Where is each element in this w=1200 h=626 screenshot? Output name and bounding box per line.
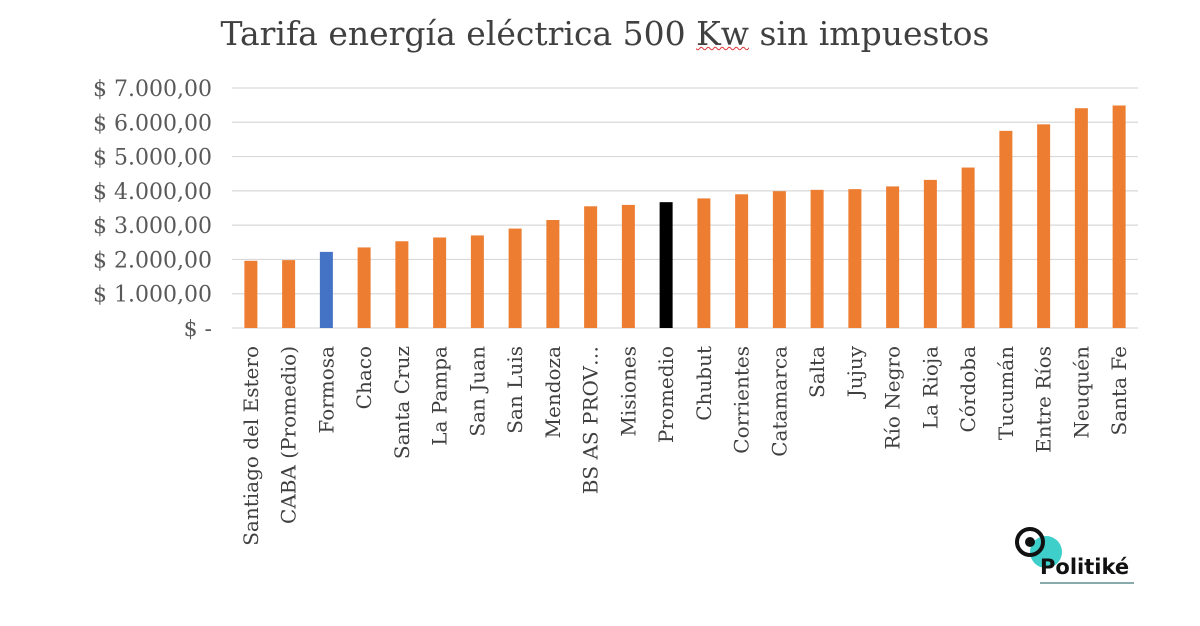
x-tick-label: La Rioja: [918, 346, 942, 429]
x-tick-label: Chaco: [352, 346, 376, 409]
x-tick-label: Chubut: [692, 346, 716, 421]
bar-san-juan: [470, 235, 484, 328]
x-tick-label: Catamarca: [767, 346, 791, 457]
y-tick-label: $ 4.000,00: [93, 180, 212, 205]
bar-corrientes: [735, 194, 749, 328]
bar-caba-promedio-: [282, 260, 296, 328]
politike-logo: Politiké: [1012, 522, 1142, 592]
x-tick-label: Santa Fe: [1107, 346, 1131, 435]
y-tick-label: $ 6.000,00: [93, 111, 212, 136]
x-tick-label: Misiones: [616, 346, 640, 437]
x-tick-label: CABA (Promedio): [277, 346, 301, 524]
bar-entre-r-os: [1037, 124, 1051, 328]
y-tick-label: $ 3.000,00: [93, 214, 212, 239]
x-tick-label: Salta: [805, 346, 829, 398]
x-tick-label: Jujuy: [843, 345, 867, 399]
bar-r-o-negro: [886, 186, 900, 328]
bar-san-luis: [508, 228, 522, 328]
bar-salta: [810, 189, 824, 328]
bar-tucum-n: [999, 130, 1013, 328]
bar-santa-fe: [1112, 105, 1126, 328]
x-tick-label: Santa Cruz: [390, 346, 414, 459]
bar-santiago-del-estero: [244, 260, 258, 328]
x-tick-label: Corrientes: [730, 346, 754, 454]
x-tick-label: BS AS PROV…: [579, 346, 603, 494]
bar-mendoza: [546, 220, 560, 328]
x-tick-label: Río Negro: [881, 346, 905, 450]
y-tick-label: $ 1.000,00: [93, 283, 212, 308]
bar-chaco: [357, 247, 371, 328]
x-tick-label: Tucumán: [994, 346, 1018, 440]
bar-jujuy: [848, 189, 862, 328]
x-tick-label: Formosa: [314, 346, 338, 434]
x-tick-label: Santiago del Estero: [239, 346, 263, 546]
bar-neuqu-n: [1074, 108, 1088, 328]
x-tick-label: Promedio: [654, 346, 678, 443]
x-tick-label: San Luis: [503, 346, 527, 434]
x-tick-label: Córdoba: [956, 346, 980, 433]
bar-santa-cruz: [395, 241, 409, 328]
bar-misiones: [621, 204, 635, 328]
y-tick-label: $ 2.000,00: [93, 248, 212, 273]
chart-title: Tarifa energía eléctrica 500 Kw sin impu…: [220, 14, 990, 53]
bar-catamarca: [772, 191, 786, 328]
x-tick-label: La Pampa: [428, 346, 452, 446]
x-tick-label: Neuquén: [1069, 346, 1093, 439]
x-tick-label: Entre Ríos: [1032, 346, 1056, 453]
y-tick-label: $ 7.000,00: [93, 77, 212, 102]
bar-promedio: [659, 202, 673, 328]
bar-bs-as-prov-: [584, 206, 598, 328]
logo-text: Politiké: [1040, 555, 1129, 579]
y-tick-label: $ -: [184, 317, 212, 342]
bar-formosa: [319, 251, 333, 328]
bar-la-pampa: [433, 237, 447, 328]
bar-c-rdoba: [961, 167, 975, 328]
bar-chubut: [697, 198, 711, 328]
y-tick-label: $ 5.000,00: [93, 146, 212, 171]
x-tick-label: San Juan: [465, 346, 489, 437]
x-tick-label: Mendoza: [541, 346, 565, 439]
bar-la-rioja: [923, 179, 937, 328]
